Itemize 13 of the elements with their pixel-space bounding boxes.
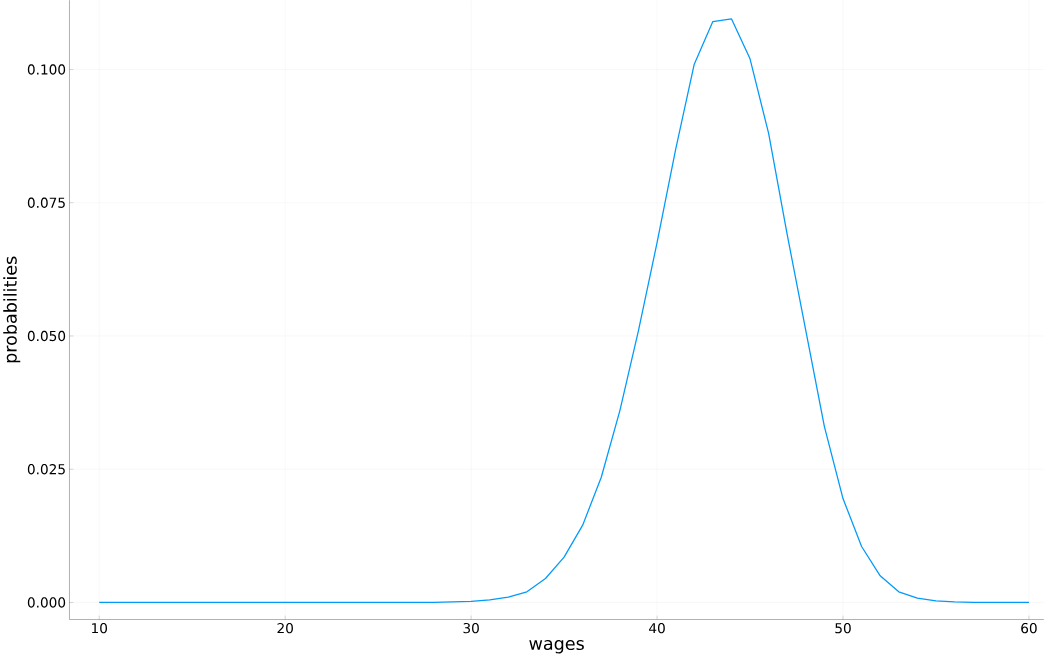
x-tick-label: 10 bbox=[92, 623, 108, 634]
x-tick-label: 20 bbox=[277, 623, 293, 634]
y-tick-label: 0.100 bbox=[27, 64, 66, 75]
x-tick-label: 30 bbox=[463, 623, 479, 634]
y-tick-label: 0.025 bbox=[27, 464, 65, 475]
y-tick-label: 0.075 bbox=[27, 197, 65, 209]
x-tick-label: 40 bbox=[649, 623, 665, 634]
y-axis-title: probabilities bbox=[3, 256, 21, 363]
x-tick-label: 60 bbox=[1021, 623, 1037, 634]
y-tick-label: 0.050 bbox=[27, 330, 66, 342]
y-tick-label: 0.000 bbox=[27, 597, 66, 608]
x-axis-title: wages bbox=[529, 640, 584, 654]
x-tick-label: 50 bbox=[835, 623, 851, 634]
